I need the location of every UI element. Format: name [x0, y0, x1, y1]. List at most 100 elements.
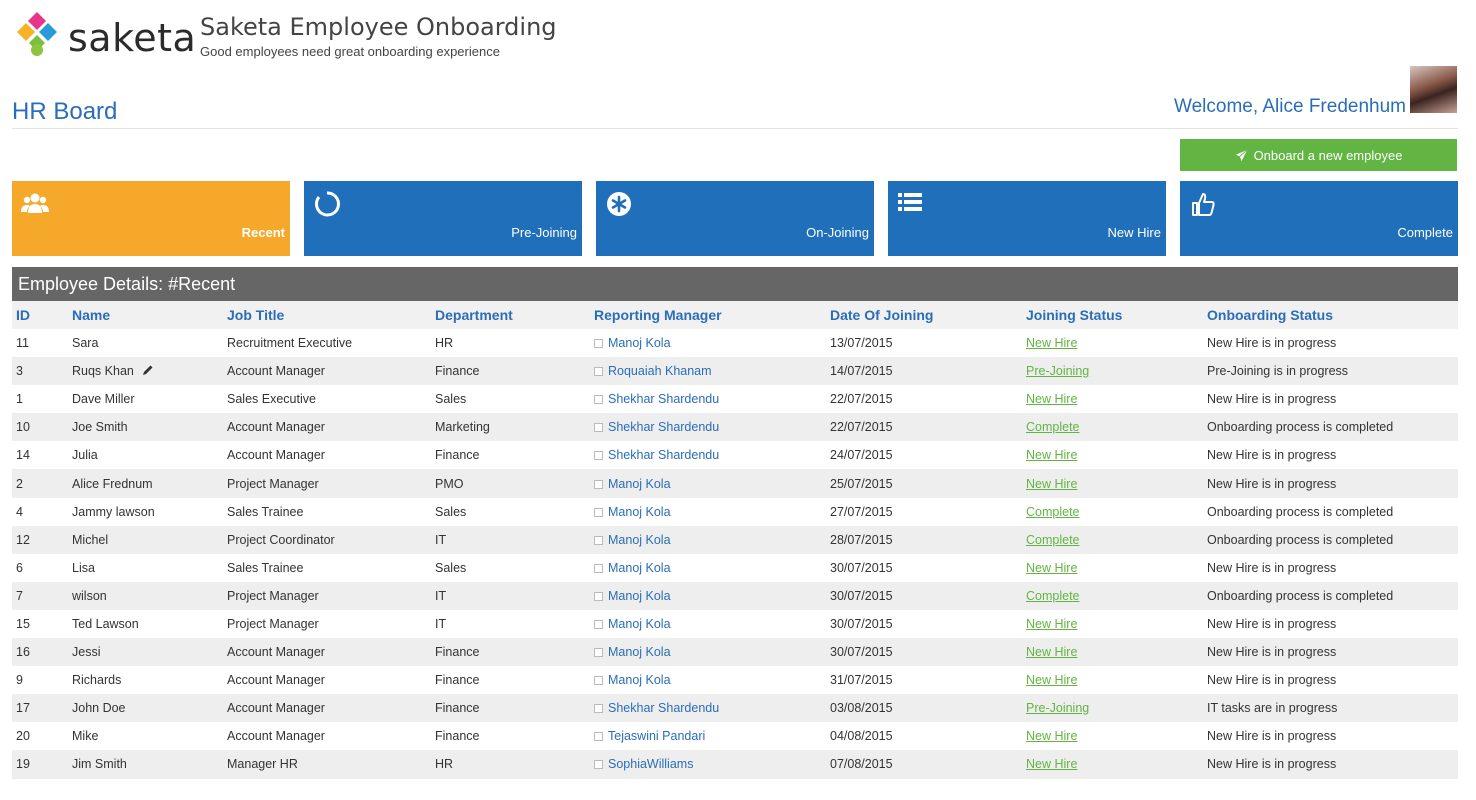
table-row[interactable]: 2 Alice Frednum Project Manager PMO Manoj Ko… [12, 469, 1458, 498]
saketa-logo[interactable]: saketa [12, 10, 196, 60]
employee-name: Lisa [72, 560, 95, 575]
manager-checkbox[interactable] [594, 732, 603, 742]
manager-link[interactable]: SophiaWilliams [608, 757, 694, 772]
manager-checkbox[interactable] [594, 479, 603, 489]
cell-name: Richards [68, 666, 223, 695]
joining-status-link[interactable]: New Hire [1026, 476, 1078, 491]
tile-on-joining[interactable]: On-Joining [596, 181, 874, 256]
manager-checkbox[interactable] [594, 563, 603, 573]
cell-job-title: Account Manager [223, 666, 431, 695]
manager-link[interactable]: Manoj Kola [608, 336, 671, 351]
manager-checkbox[interactable] [594, 423, 603, 433]
joining-status-link[interactable]: Complete [1026, 588, 1080, 603]
manager-checkbox[interactable] [594, 591, 603, 601]
cell-job-title: Account Manager [223, 357, 431, 386]
avatar[interactable] [1410, 66, 1457, 113]
manager-checkbox[interactable] [594, 339, 603, 349]
manager-checkbox[interactable] [594, 676, 603, 686]
cell-name: Ruqs Khan [68, 357, 223, 386]
manager-link[interactable]: Manoj Kola [608, 560, 671, 575]
column-header-onboarding-status[interactable]: Onboarding Status [1203, 301, 1458, 329]
tile-pre-joining[interactable]: Pre-Joining [304, 181, 582, 256]
cell-name: Jammy lawson [68, 497, 223, 526]
table-row[interactable]: 12 Michel Project Coordinator IT Manoj Kola 2… [12, 525, 1458, 554]
tile-new-hire[interactable]: New Hire [888, 181, 1166, 256]
onboarding-status-text: New Hire is in progress [1207, 560, 1337, 575]
joining-status-link[interactable]: Complete [1026, 532, 1080, 547]
table-row[interactable]: 1 Dave Miller Sales Executive Sales Shekhar … [12, 385, 1458, 414]
manager-link[interactable]: Shekhar Shardendu [608, 701, 720, 716]
manager-checkbox[interactable] [594, 367, 603, 377]
table-row[interactable]: 19 Jim Smith Manager HR HR SophiaWilliams 07/… [12, 750, 1458, 779]
manager-link[interactable]: Manoj Kola [608, 504, 671, 519]
manager-link[interactable]: Shekhar Shardendu [608, 448, 720, 463]
tile-complete[interactable]: Complete [1180, 181, 1458, 256]
joining-status-link[interactable]: New Hire [1026, 392, 1078, 407]
cell-department: IT [431, 609, 590, 639]
joining-status-link[interactable]: Complete [1026, 504, 1080, 519]
tile-recent[interactable]: Recent [12, 181, 290, 256]
manager-link[interactable]: Manoj Kola [608, 645, 671, 660]
joining-status-link[interactable]: New Hire [1026, 645, 1078, 660]
table-row[interactable]: 3 Ruqs Khan Account Manager Finance Roquaiah… [12, 357, 1458, 386]
joining-status-link[interactable]: New Hire [1026, 560, 1078, 575]
joining-status-link[interactable]: Pre-Joining [1026, 364, 1090, 379]
column-header-department[interactable]: Department [431, 301, 590, 329]
cell-onboarding-status: New Hire is in progress [1203, 385, 1458, 414]
manager-checkbox[interactable] [594, 619, 603, 629]
cell-onboarding-status: IT tasks are in progress [1203, 694, 1458, 723]
manager-checkbox[interactable] [594, 648, 603, 658]
column-header-name[interactable]: Name [68, 301, 223, 329]
list-icon [898, 193, 922, 211]
manager-link[interactable]: Manoj Kola [608, 476, 671, 491]
joining-status-link[interactable]: Pre-Joining [1026, 701, 1090, 716]
table-row[interactable]: 16 Jessi Account Manager Finance Manoj Kola 3… [12, 638, 1458, 667]
table-row[interactable]: 14 Julia Account Manager Finance Shekhar Sha… [12, 441, 1458, 470]
manager-link[interactable]: Roquaiah Khanam [608, 364, 712, 379]
joining-status-link[interactable]: New Hire [1026, 336, 1078, 351]
table-row[interactable]: 4 Jammy lawson Sales Trainee Sales Manoj Kol… [12, 497, 1458, 526]
table-row[interactable]: 10 Joe Smith Account Manager Marketing Shekh… [12, 413, 1458, 442]
pencil-icon[interactable] [142, 364, 154, 376]
manager-link[interactable]: Tejaswini Pandari [608, 729, 706, 744]
manager-link[interactable]: Shekhar Shardendu [608, 420, 720, 435]
manager-checkbox[interactable] [594, 535, 603, 545]
column-header-joining-status[interactable]: Joining Status [1022, 301, 1203, 329]
cell-date-of-joining: 31/07/2015 [826, 666, 1022, 695]
status-tiles: Recent Pre-Joining On-Joining New Hire [12, 181, 1458, 256]
onboard-new-employee-button[interactable]: Onboard a new employee [1180, 139, 1457, 171]
manager-checkbox[interactable] [594, 395, 603, 405]
date-text: 31/07/2015 [830, 673, 893, 688]
table-row[interactable]: 7 wilson Project Manager IT Manoj Kola 30/07/… [12, 581, 1458, 610]
joining-status-link[interactable]: New Hire [1026, 729, 1078, 744]
cell-onboarding-status: New Hire is in progress [1203, 609, 1458, 639]
section-title: Employee Details: #Recent [12, 267, 1458, 301]
manager-checkbox[interactable] [594, 507, 603, 517]
cell-id-text: 3 [16, 364, 23, 379]
manager-link[interactable]: Manoj Kola [608, 616, 671, 631]
column-header-id[interactable]: ID [12, 301, 68, 329]
manager-link[interactable]: Shekhar Shardendu [608, 392, 720, 407]
table-row[interactable]: 15 Ted Lawson Project Manager IT Manoj Kola 3… [12, 609, 1458, 639]
onboarding-status-text: New Hire is in progress [1207, 616, 1337, 631]
manager-link[interactable]: Manoj Kola [608, 532, 671, 547]
manager-link[interactable]: Manoj Kola [608, 673, 671, 688]
column-header-reporting-manager[interactable]: Reporting Manager [590, 301, 826, 329]
manager-checkbox[interactable] [594, 704, 603, 714]
table-row[interactable]: 9 Richards Account Manager Finance Manoj Kol… [12, 666, 1458, 695]
column-header-date-of-joining[interactable]: Date Of Joining [826, 301, 1022, 329]
column-header-job-title[interactable]: Job Title [223, 301, 431, 329]
manager-link[interactable]: Manoj Kola [608, 588, 671, 603]
table-row[interactable]: 20 Mike Account Manager Finance Tejaswini Pa… [12, 722, 1458, 751]
table-row[interactable]: 11 Sara Recruitment Executive HR Manoj Kola 1… [12, 329, 1458, 358]
table-row[interactable]: 17 John Doe Account Manager Finance Shekhar … [12, 694, 1458, 723]
joining-status-link[interactable]: New Hire [1026, 616, 1078, 631]
manager-checkbox[interactable] [594, 760, 603, 770]
joining-status-link[interactable]: Complete [1026, 420, 1080, 435]
joining-status-link[interactable]: New Hire [1026, 757, 1078, 772]
joining-status-link[interactable]: New Hire [1026, 673, 1078, 688]
cell-date-of-joining: 22/07/2015 [826, 385, 1022, 414]
joining-status-link[interactable]: New Hire [1026, 448, 1078, 463]
manager-checkbox[interactable] [594, 451, 603, 461]
table-row[interactable]: 6 Lisa Sales Trainee Sales Manoj Kola 30/07/2… [12, 553, 1458, 582]
